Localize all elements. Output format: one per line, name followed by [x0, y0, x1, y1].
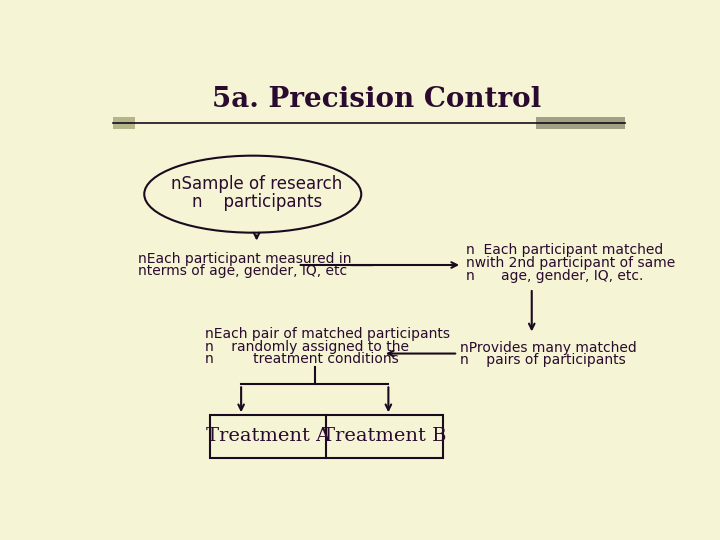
Text: n      age, gender, IQ, etc.: n age, gender, IQ, etc. — [466, 269, 643, 283]
Bar — [536, 117, 625, 130]
Bar — [113, 117, 135, 130]
Text: nProvides many matched: nProvides many matched — [461, 341, 637, 355]
Text: Treatment B: Treatment B — [323, 427, 446, 446]
Text: nSample of research: nSample of research — [171, 175, 342, 193]
Text: n         treatment conditions: n treatment conditions — [204, 352, 398, 366]
Text: nEach pair of matched participants: nEach pair of matched participants — [204, 327, 450, 341]
Text: 5a. Precision Control: 5a. Precision Control — [212, 86, 541, 113]
Bar — [210, 415, 443, 457]
Text: nwith 2nd participant of same: nwith 2nd participant of same — [466, 256, 675, 269]
Text: nEach participant measured in___: nEach participant measured in___ — [138, 252, 372, 266]
Ellipse shape — [144, 156, 361, 233]
Text: nterms of age, gender, IQ, etc: nterms of age, gender, IQ, etc — [138, 264, 347, 278]
Text: Treatment A: Treatment A — [206, 427, 330, 446]
Text: n    randomly assigned to the: n randomly assigned to the — [204, 340, 409, 354]
Text: n    pairs of participants: n pairs of participants — [461, 354, 626, 368]
Text: n  Each participant matched: n Each participant matched — [466, 242, 663, 256]
Text: n    participants: n participants — [192, 193, 322, 211]
